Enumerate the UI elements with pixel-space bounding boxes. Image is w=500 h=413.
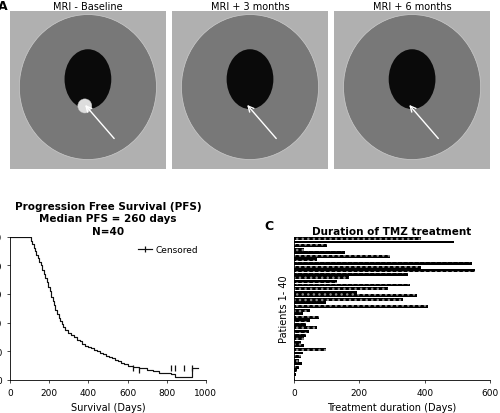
Bar xyxy=(294,291,357,294)
Bar xyxy=(294,334,306,337)
Title: Duration of TMZ treatment: Duration of TMZ treatment xyxy=(312,226,472,236)
Bar xyxy=(294,237,422,240)
Bar xyxy=(294,337,304,340)
Ellipse shape xyxy=(344,16,480,160)
Bar xyxy=(294,284,410,287)
Bar xyxy=(294,316,318,319)
Ellipse shape xyxy=(226,50,274,110)
Bar xyxy=(294,248,304,251)
Y-axis label: Patients 1- 40: Patients 1- 40 xyxy=(278,275,288,342)
Bar xyxy=(294,301,326,305)
Bar xyxy=(294,280,337,283)
Text: C: C xyxy=(264,220,274,233)
Bar xyxy=(294,341,300,344)
Bar xyxy=(294,327,317,330)
Bar xyxy=(294,344,304,347)
Bar xyxy=(294,270,476,273)
Bar xyxy=(294,312,303,316)
Bar xyxy=(294,359,300,362)
Title: Progression Free Survival (PFS)
Median PFS = 260 days
N=40: Progression Free Survival (PFS) Median P… xyxy=(14,202,202,236)
Bar xyxy=(294,309,310,312)
Bar xyxy=(294,330,310,333)
Bar xyxy=(294,266,422,269)
Title: MRI + 6 months: MRI + 6 months xyxy=(373,2,452,12)
Bar xyxy=(294,320,310,323)
Bar xyxy=(294,255,390,258)
Ellipse shape xyxy=(388,50,436,110)
Bar xyxy=(294,363,302,366)
Ellipse shape xyxy=(20,16,156,160)
Bar xyxy=(294,277,349,280)
Bar xyxy=(294,377,295,380)
Bar xyxy=(294,262,472,265)
Title: MRI - Baseline: MRI - Baseline xyxy=(53,2,122,12)
Text: A: A xyxy=(0,0,7,13)
Bar xyxy=(294,287,388,290)
Bar xyxy=(294,273,408,276)
Bar xyxy=(294,352,303,355)
Bar xyxy=(294,241,454,244)
Bar xyxy=(294,294,416,297)
Bar xyxy=(294,244,326,247)
X-axis label: Treatment duration (Days): Treatment duration (Days) xyxy=(328,402,456,412)
Bar xyxy=(294,355,300,358)
Ellipse shape xyxy=(182,16,318,160)
Bar xyxy=(294,373,296,376)
Ellipse shape xyxy=(64,50,112,110)
Bar xyxy=(294,370,298,373)
Bar xyxy=(294,298,404,301)
Title: MRI + 3 months: MRI + 3 months xyxy=(210,2,290,12)
Bar xyxy=(294,305,428,308)
Bar xyxy=(294,366,300,369)
X-axis label: Survival (Days): Survival (Days) xyxy=(70,402,146,412)
Bar xyxy=(294,252,344,255)
Bar xyxy=(294,259,317,262)
Ellipse shape xyxy=(78,100,92,114)
Bar xyxy=(294,348,326,351)
Bar xyxy=(294,323,306,326)
Legend: Censored: Censored xyxy=(134,242,202,258)
